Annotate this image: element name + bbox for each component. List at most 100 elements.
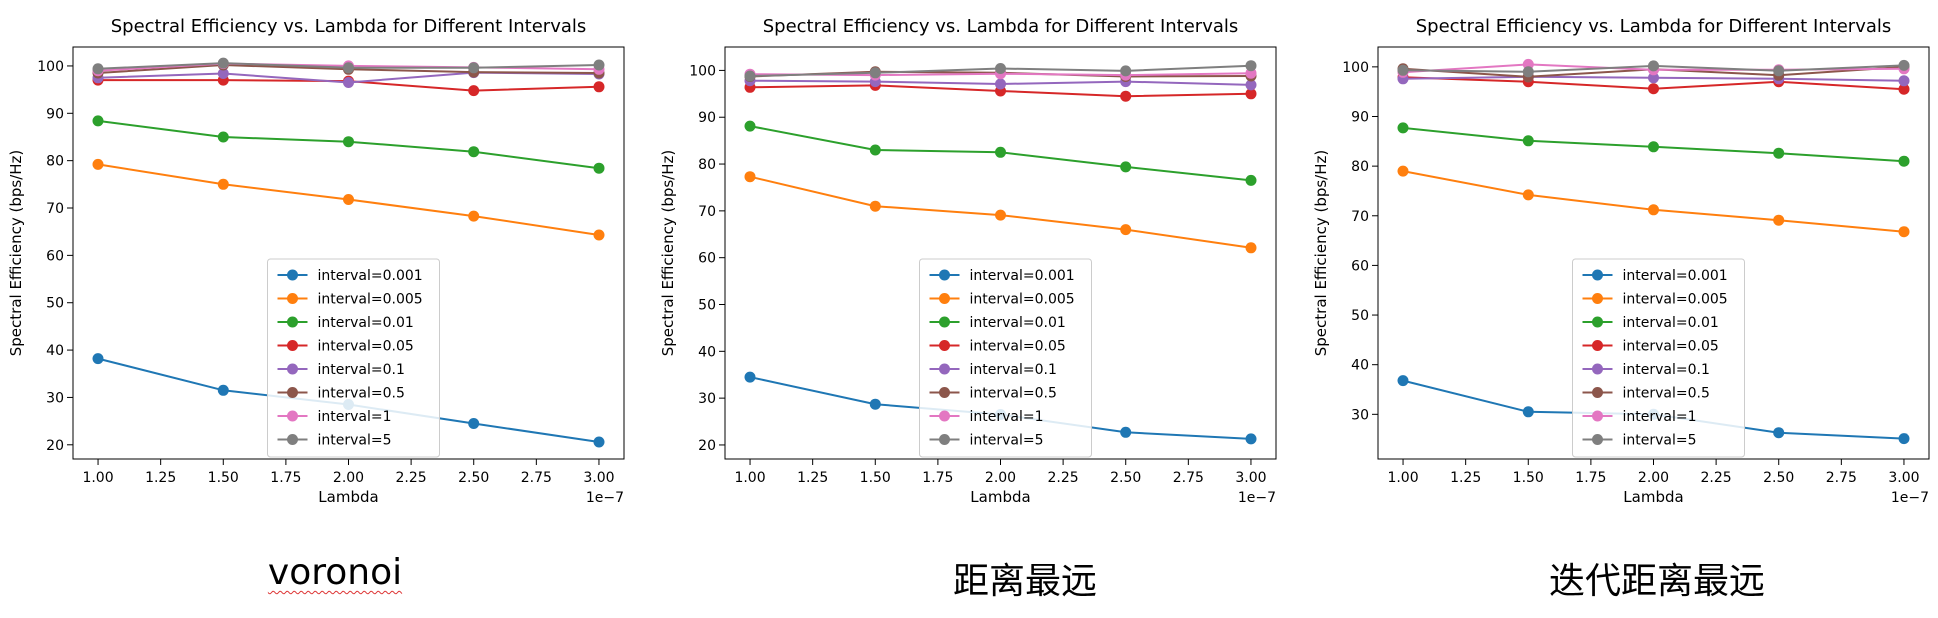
data-point — [593, 436, 605, 448]
data-point — [1648, 204, 1659, 216]
data-point — [1773, 147, 1785, 159]
legend-label: interval=0.5 — [318, 386, 405, 402]
data-point — [1120, 90, 1132, 102]
legend-label: interval=0.005 — [1623, 292, 1728, 308]
data-point — [1245, 79, 1257, 91]
chart-title: Spectral Efficiency vs. Lambda for Diffe… — [763, 16, 1239, 37]
x-tick-label: 1.00 — [1387, 470, 1418, 486]
data-point — [1648, 60, 1659, 72]
legend-marker — [287, 316, 298, 328]
legend-marker — [939, 410, 950, 422]
legend-label: interval=5 — [1623, 433, 1697, 449]
y-tick-label: 20 — [698, 438, 716, 454]
data-point — [1898, 155, 1910, 167]
y-tick-label: 30 — [1351, 407, 1369, 423]
data-point — [1397, 165, 1409, 177]
x-offset-label: 1e−7 — [586, 490, 624, 506]
x-axis-label: Lambda — [970, 488, 1030, 506]
y-tick-label: 60 — [698, 251, 716, 267]
caption-iterative-farthest-distance: 迭代距离最远 — [1548, 561, 1766, 602]
data-point — [869, 398, 881, 410]
legend-label: interval=0.001 — [1623, 268, 1728, 284]
data-point — [1898, 59, 1910, 71]
data-point — [869, 200, 881, 212]
data-point — [217, 57, 229, 69]
legend-marker — [939, 340, 950, 351]
data-point — [217, 384, 229, 396]
y-axis-label: Spectral Efficiency (bps/Hz) — [1312, 150, 1330, 356]
y-tick-label: 80 — [1351, 159, 1369, 175]
x-axis-label: Lambda — [1623, 488, 1683, 506]
y-tick-label: 70 — [46, 201, 64, 217]
x-tick-label: 3.00 — [583, 470, 614, 486]
data-point — [1898, 433, 1910, 445]
y-tick-label: 40 — [1351, 358, 1369, 374]
x-axis-label: Lambda — [318, 488, 378, 506]
y-tick-label: 80 — [698, 157, 716, 173]
data-point — [1397, 64, 1409, 76]
data-point — [1245, 242, 1257, 254]
data-point — [1522, 406, 1534, 418]
data-point — [995, 63, 1006, 74]
data-point — [1120, 224, 1132, 236]
y-tick-label: 70 — [1351, 209, 1369, 225]
x-tick-label: 3.00 — [1888, 470, 1919, 486]
data-point — [1245, 174, 1257, 186]
data-point — [1898, 226, 1910, 238]
x-tick-label: 1.50 — [208, 470, 239, 486]
legend-label: interval=0.005 — [318, 292, 423, 308]
data-point — [744, 171, 756, 183]
legend: interval=0.001 interval=0.005 interval=0.0… — [267, 258, 440, 458]
data-point — [1648, 83, 1659, 95]
y-axis-label: Spectral Efficiency (bps/Hz) — [7, 150, 25, 356]
x-tick-label: 2.25 — [1048, 470, 1079, 486]
x-tick-label: 2.50 — [1110, 470, 1141, 486]
legend-label: interval=5 — [970, 433, 1044, 449]
legend-label: interval=0.1 — [318, 362, 405, 378]
legend: interval=0.001 interval=0.005 interval=0.0… — [1572, 258, 1745, 458]
y-tick-label: 20 — [46, 438, 64, 454]
data-point — [995, 146, 1006, 158]
legend-label: interval=0.001 — [318, 268, 423, 284]
y-tick-label: 60 — [1351, 258, 1369, 274]
legend-marker — [287, 340, 298, 351]
legend-label: interval=1 — [1623, 409, 1697, 425]
data-point — [1773, 427, 1785, 439]
legend-marker — [939, 387, 950, 398]
legend-marker — [939, 293, 950, 304]
data-point — [744, 371, 756, 383]
y-tick-label: 90 — [698, 110, 716, 126]
y-tick-label: 50 — [46, 296, 64, 312]
legend-label: interval=1 — [970, 409, 1044, 425]
y-tick-label: 70 — [698, 204, 716, 220]
legend-box — [1572, 258, 1745, 458]
legend-marker — [287, 387, 298, 398]
legend-marker — [1592, 316, 1603, 328]
legend-marker — [939, 316, 950, 328]
y-axis-label: Spectral Efficiency (bps/Hz) — [659, 150, 677, 356]
data-point — [468, 62, 480, 74]
data-point — [1522, 189, 1534, 201]
y-tick-label: 50 — [1351, 308, 1369, 324]
data-point — [217, 68, 229, 79]
data-point — [593, 162, 605, 174]
legend-marker — [939, 434, 950, 445]
x-tick-label: 2.00 — [985, 470, 1016, 486]
x-tick-label: 1.75 — [270, 470, 301, 486]
x-tick-label: 1.75 — [1575, 470, 1606, 486]
x-tick-label: 1.25 — [797, 470, 828, 486]
chart-title: Spectral Efficiency vs. Lambda for Diffe… — [1416, 16, 1892, 37]
data-point — [343, 194, 354, 205]
data-point — [1773, 65, 1785, 77]
y-tick-label: 100 — [689, 63, 716, 79]
data-point — [343, 62, 354, 74]
y-tick-label: 50 — [698, 298, 716, 314]
data-point — [1522, 66, 1534, 78]
x-tick-label: 2.75 — [521, 470, 552, 486]
y-tick-label: 100 — [1342, 60, 1369, 76]
data-point — [1245, 60, 1257, 72]
x-offset-label: 1e−7 — [1891, 490, 1929, 506]
data-point — [468, 85, 480, 97]
data-point — [593, 81, 605, 93]
chart-1: Spectral Efficiency vs. Lambda for Diffe… — [7, 16, 625, 506]
